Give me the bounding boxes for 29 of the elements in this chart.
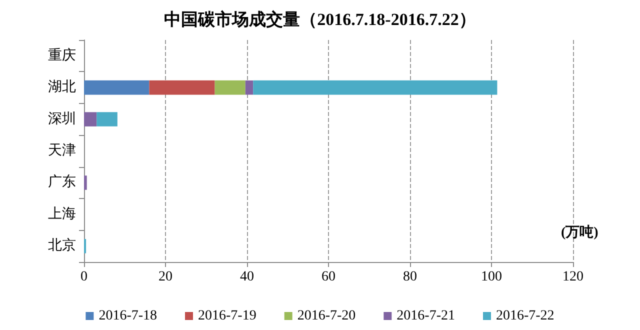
legend-label: 2016-7-20: [297, 308, 356, 324]
bar: [149, 80, 215, 95]
bar: [84, 176, 87, 190]
x-axis-title: (万吨): [561, 224, 599, 240]
x-tick-label: 100: [481, 270, 502, 284]
legend-label: 2016-7-18: [98, 308, 158, 324]
chart-title: 中国碳市场成交量（2016.7.18-2016.7.22）: [164, 10, 476, 29]
y-tick-label: 北京: [48, 238, 76, 254]
bar: [96, 112, 118, 126]
y-tick-label: 湖北: [48, 79, 76, 96]
bar: [84, 112, 97, 126]
x-tick-label: 20: [158, 270, 172, 284]
x-tick-label: 80: [403, 270, 417, 284]
y-tick-label: 天津: [48, 142, 76, 158]
x-tick-label: 0: [80, 270, 88, 284]
x-tick-label: 120: [562, 270, 584, 284]
y-tick-label: 上海: [48, 206, 76, 222]
bar: [253, 80, 498, 95]
bar: [84, 80, 150, 95]
legend-label: 2016-7-19: [198, 308, 256, 324]
bar: [245, 80, 254, 95]
y-tick-label: 重庆: [48, 47, 76, 64]
legend-label: 2016-7-21: [396, 308, 455, 324]
y-tick-label: 广东: [48, 174, 76, 190]
x-tick-label: 60: [322, 270, 336, 284]
legend-label: 2016-7-22: [496, 308, 554, 324]
bar: [214, 80, 246, 95]
x-tick-label: 40: [240, 270, 254, 284]
y-tick-label: 深圳: [48, 110, 76, 127]
